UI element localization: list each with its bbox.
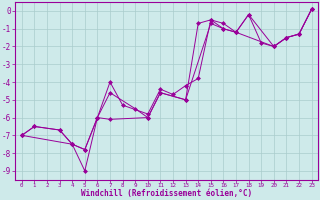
X-axis label: Windchill (Refroidissement éolien,°C): Windchill (Refroidissement éolien,°C) xyxy=(81,189,252,198)
